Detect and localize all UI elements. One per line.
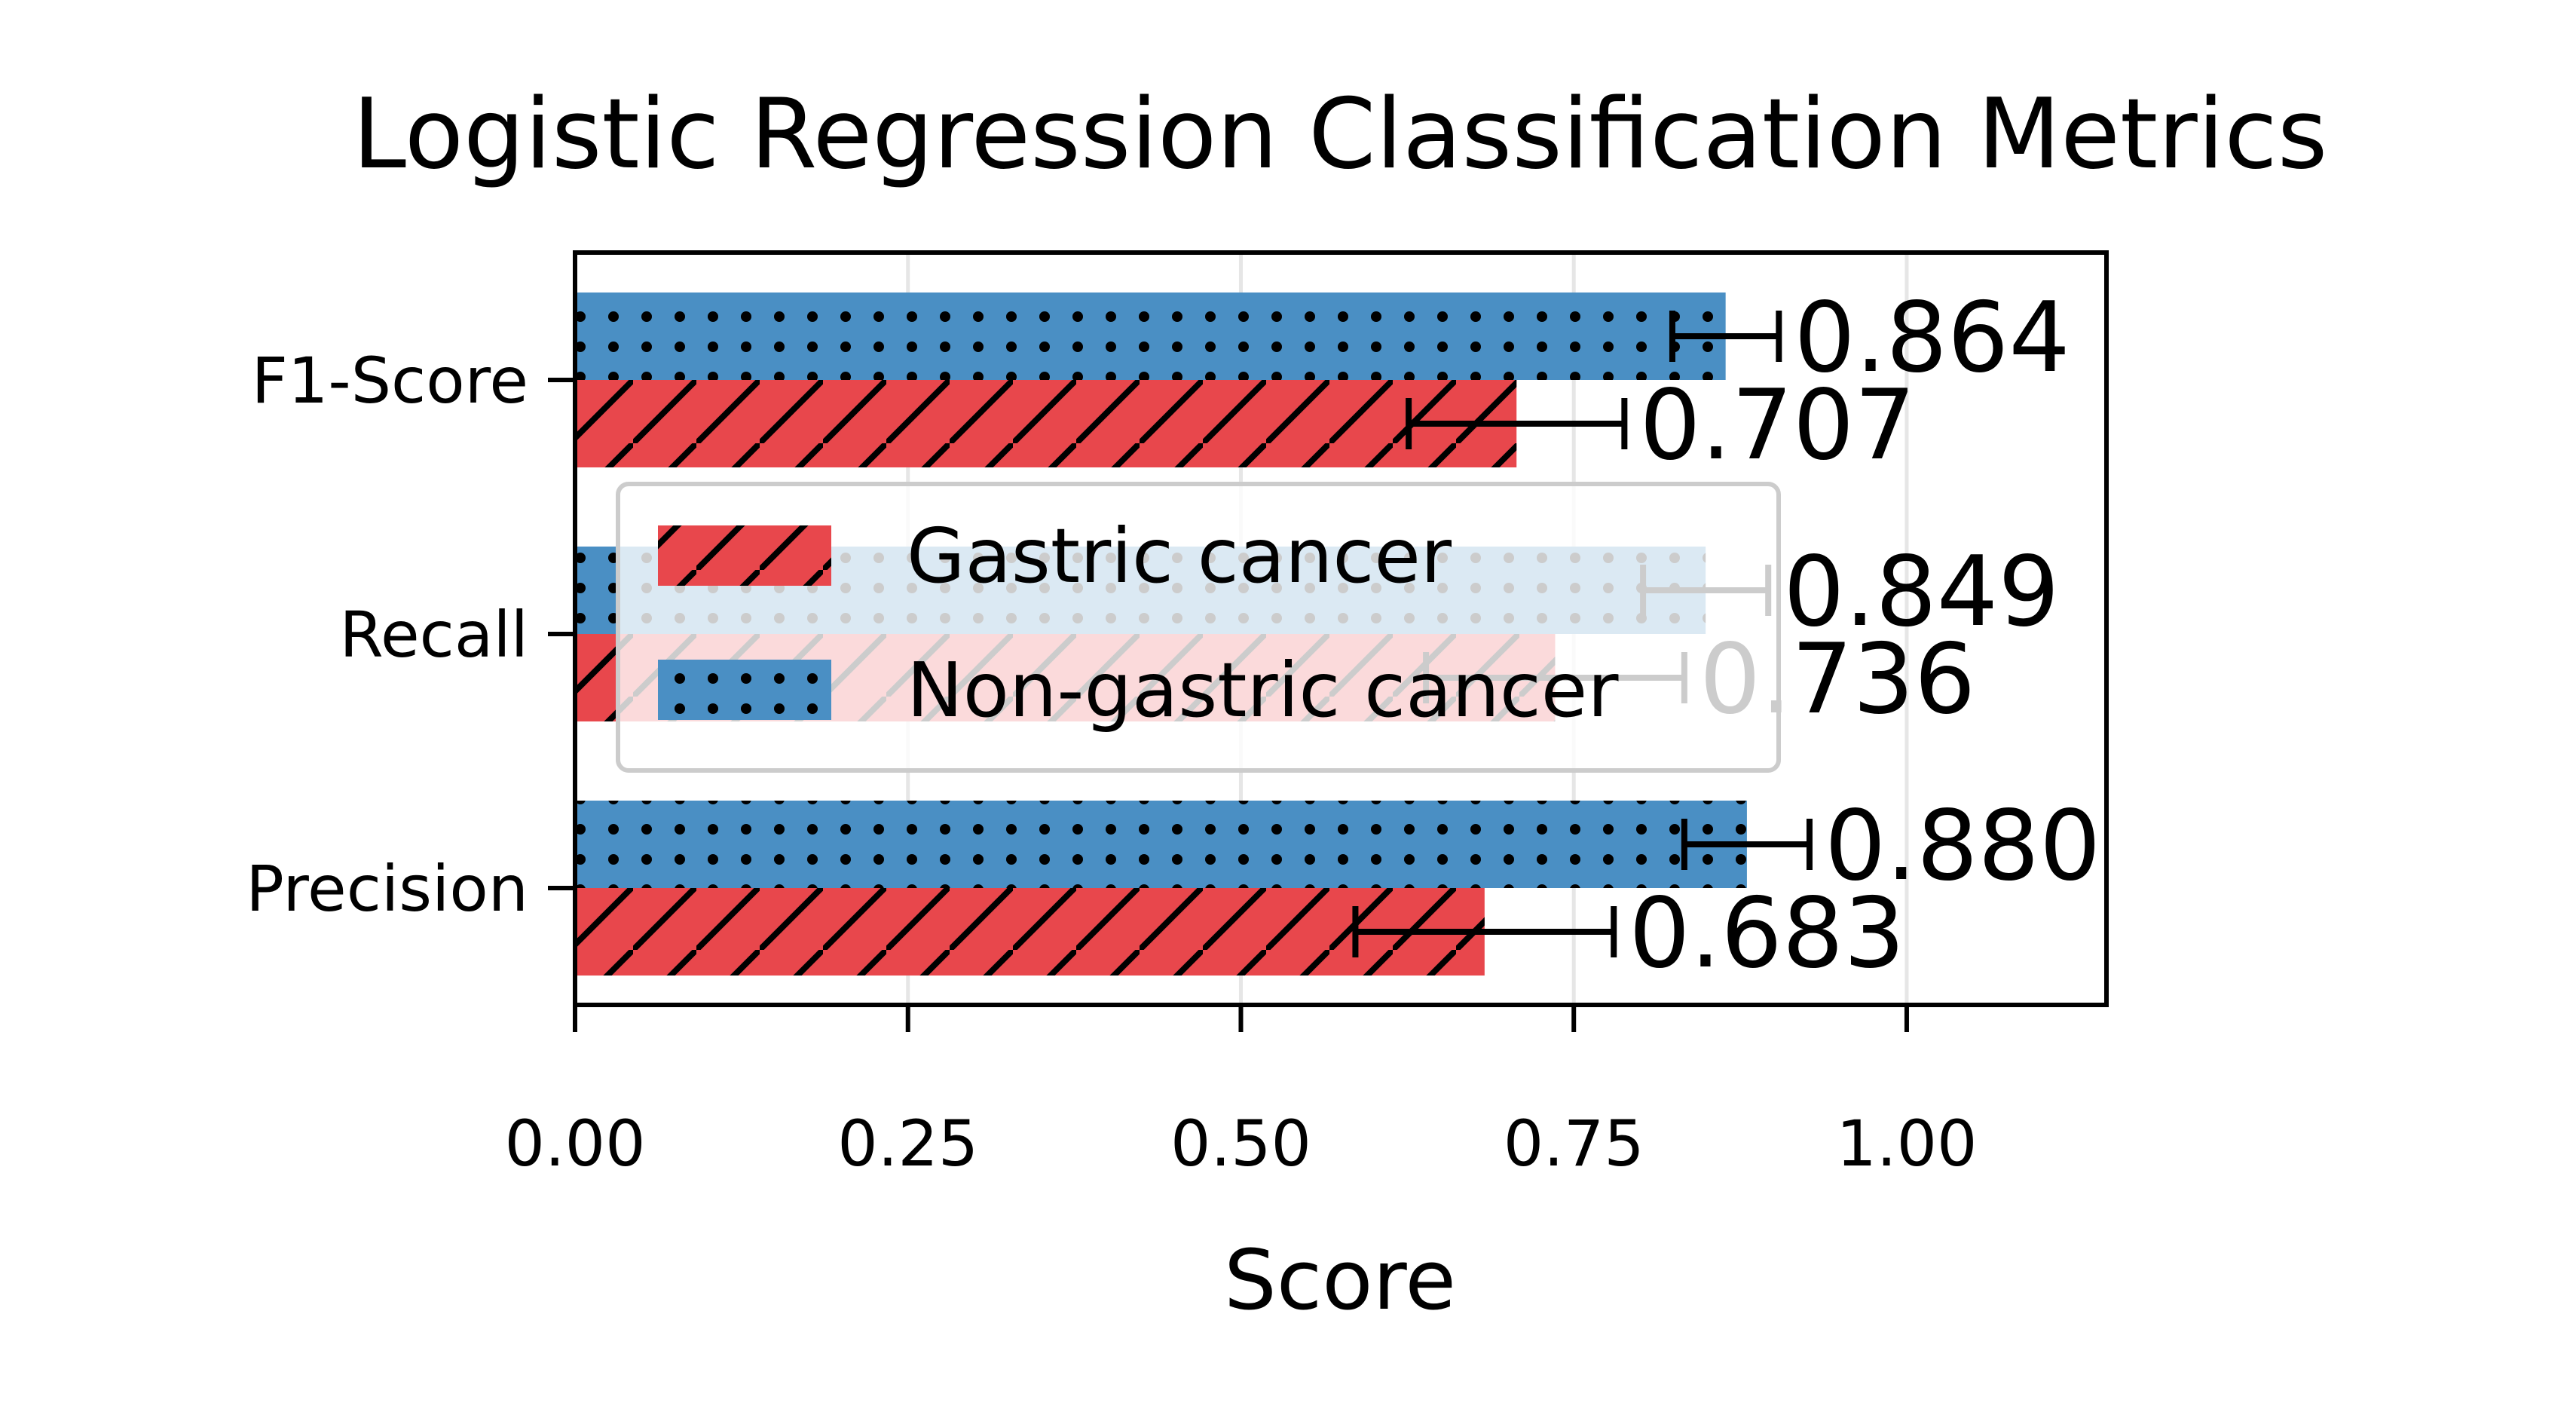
value-label-series-0-2: 0.707 [1639,369,1915,482]
x-axis-title: Score [1224,1232,1456,1328]
error-bar-series-1-0 [1681,819,1813,870]
legend-swatch-non-gastric-hatch [658,660,831,720]
value-label-series-0-0: 0.683 [1629,878,1904,990]
plot-frame [573,250,2109,1007]
x-tick-label-1: 0.25 [837,1107,978,1181]
y-axis-ticks: Precision Recall F1-Score [246,344,575,926]
legend-entry-non-gastric: Non-gastric cancer [658,646,1619,734]
error-bar-series-1-2 [1669,311,1782,362]
x-axis-ticks: 0.00 0.25 0.50 0.75 1.00 [504,1005,1977,1181]
chart-title: Logistic Regression Classification Metri… [353,78,2328,191]
value-label-series-1-0: 0.880 [1825,790,2100,902]
bar-hatch-series-0-2 [575,380,1517,467]
error-bar-series-0-2 [1406,398,1628,449]
x-tick-label-3: 0.75 [1504,1107,1644,1181]
legend-swatch-gastric-hatch [658,525,831,586]
x-tick-label-2: 0.50 [1170,1107,1311,1181]
error-bar-series-0-0 [1352,906,1617,957]
y-tick-label-1: Recall [339,598,528,672]
bar-hatch-series-1-0 [575,801,1747,888]
x-tick-label-0: 0.00 [504,1107,645,1181]
legend-box [616,482,1781,773]
value-label-series-1-2: 0.864 [1794,282,2070,394]
y-tick-label-2: F1-Score [252,344,528,418]
y-tick-label-0: Precision [246,852,528,926]
x-tick-label-4: 1.00 [1836,1107,1977,1181]
bar-hatch-series-0-0 [575,888,1485,976]
legend-entry-gastric: Gastric cancer [658,512,1452,600]
legend-label-gastric: Gastric cancer [907,512,1452,600]
value-label-series-1-1: 0.849 [1783,536,2059,648]
legend: Gastric cancer Non-gastric cancer [616,482,1781,773]
legend-label-non-gastric: Non-gastric cancer [907,646,1619,734]
bar-hatch-series-1-2 [575,293,1726,380]
